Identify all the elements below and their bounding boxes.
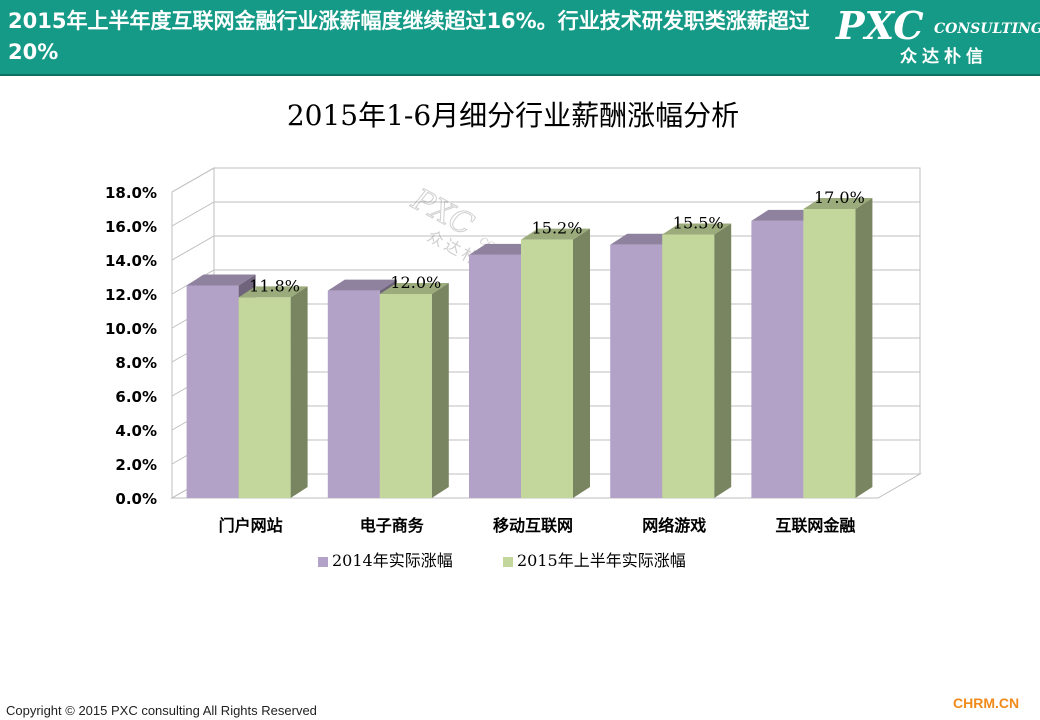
x-tick-label: 门户网站 [219,516,283,535]
page-title: 2015年上半年度互联网金融行业涨薪幅度继续超过16%。行业技术研发职类涨薪超过… [8,9,810,64]
bar-side [290,286,308,498]
x-axis-labels: 门户网站 电子商务 移动互联网 网络游戏 互联网金融 [219,516,856,535]
bar-top [238,286,308,298]
bar-top [327,279,397,291]
bar [803,198,873,498]
gridline [171,167,920,193]
chart-title: 2015年1-6月细分行业薪酬涨幅分析 [287,99,739,132]
bar-side [714,223,732,498]
y-tick-label: 10.0% [105,320,157,338]
site-watermark: CHRM.CN [953,695,1020,711]
bar-front [186,285,239,498]
data-label: 17.0% [814,188,865,207]
logo-consulting: CONSULTING [934,21,1040,37]
bar [379,283,449,498]
data-label: 11.8% [249,276,300,295]
legend-label-2015h1: 2015年上半年实际涨幅 [517,551,686,570]
bar-front [803,209,856,498]
y-axis-ticks: 0.0% 2.0% 4.0% 6.0% 8.0% 10.0% 12.0% 14.0% 16.0%… [105,184,157,508]
legend-swatch-2014 [318,557,328,567]
bar-top [803,198,873,209]
bar-top [469,243,538,255]
logo-chinese-name: 众达朴信 [900,47,988,67]
bar-side [573,228,590,498]
y-tick-label: 4.0% [115,422,157,440]
logo-pxc: PXC [836,3,924,48]
bar-top [521,228,590,240]
copyright-text: Copyright © 2015 PXC consulting All Righ… [6,703,317,718]
y-tick-label: 2.0% [115,456,157,474]
header-banner: 2015年上半年度互联网金融行业涨薪幅度继续超过16%。行业技术研发职类涨薪超过… [0,0,1040,76]
bar-top [751,209,821,221]
bar-top [186,274,256,286]
y-tick-label: 18.0% [105,184,157,202]
bar [662,223,732,498]
bar-front [379,294,432,498]
bar-top [379,283,449,294]
data-label: 15.5% [673,214,724,233]
bar-front [469,254,521,498]
bar-front [751,220,804,498]
data-labels: 11.8% 12.0% 15.2% 15.5% 17.0% [249,188,865,295]
bar-side [431,283,449,498]
gridline [171,201,920,227]
legend-label-2014: 2014年实际涨幅 [332,551,453,570]
x-tick-label: 电子商务 [360,516,425,535]
y-tick-label: 14.0% [105,252,157,270]
bars [186,198,873,498]
x-tick-label: 互联网金融 [775,516,855,535]
y-tick-label: 16.0% [105,218,157,236]
bar-front [521,239,573,498]
data-label: 12.0% [390,273,441,292]
legend: 2014年实际涨幅 2015年上半年实际涨幅 [318,551,686,570]
legend-swatch-2015h1 [503,557,513,567]
bar-front [610,244,663,498]
x-tick-label: 网络游戏 [642,516,706,535]
y-tick-label: 12.0% [105,286,157,304]
y-tick-label: 6.0% [115,388,157,406]
bar-chart: 0.0% 2.0% 4.0% 6.0% 8.0% 10.0% 12.0% 14.0% 16.0%… [105,99,922,570]
bar-top [610,233,680,245]
data-label: 15.2% [532,219,583,238]
y-tick-label: 8.0% [115,354,157,372]
bar-front [327,290,380,498]
bar-front [238,297,291,498]
bar-top [662,223,732,235]
bar-side [855,198,873,498]
y-tick-label: 0.0% [115,490,157,508]
bar [238,286,308,498]
header-divider [0,74,1040,76]
bar [521,228,590,498]
x-tick-label: 移动互联网 [493,516,573,535]
bar-front [662,234,715,498]
